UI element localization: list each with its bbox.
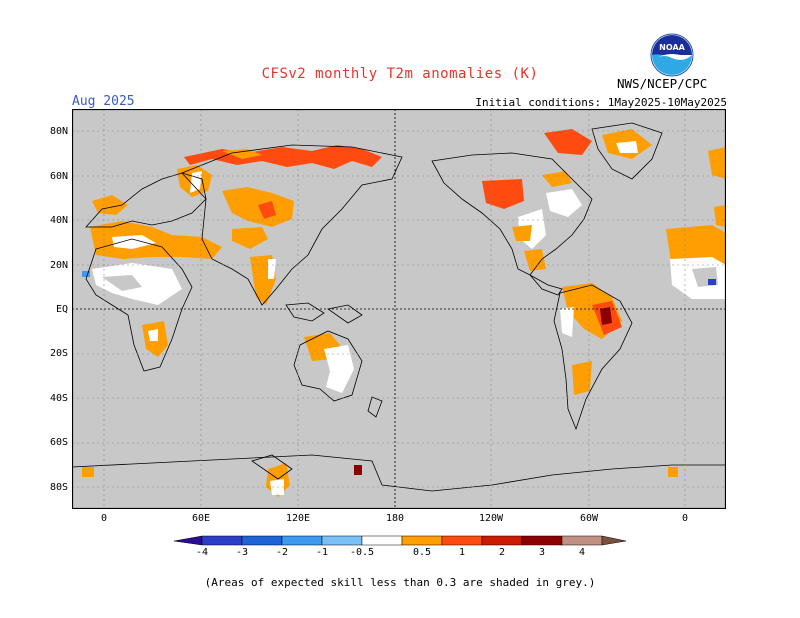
lat-label: 40N [49,215,68,226]
lon-label: 120E [285,513,311,524]
legend-swatch [281,535,323,546]
lat-label: 60S [49,437,68,448]
legend-label: -2 [275,547,289,558]
legend-swatch [441,535,483,546]
lat-label: 80N [49,126,68,137]
legend-swatch [241,535,283,546]
legend-swatch [521,535,563,546]
legend-swatch [173,535,203,546]
lat-label: EQ [55,304,68,315]
skill-note: (Areas of expected skill less than 0.3 a… [204,576,596,589]
legend-swatch [201,535,243,546]
lat-label: 40S [49,393,68,404]
logo-text: NOAA [659,43,685,52]
legend-label: 1 [458,547,466,558]
legend-swatch [321,535,363,546]
lon-label: 60E [191,513,211,524]
lon-label: 60W [579,513,599,524]
reference-lines [72,109,726,509]
lon-label: 0 [100,513,108,524]
legend-label: 4 [578,547,586,558]
color-legend [173,535,627,546]
legend-swatch [561,535,603,546]
legend-swatch [601,535,627,546]
legend-swatch [481,535,523,546]
anomaly-map [72,109,726,509]
map-background [72,109,726,509]
legend-label: 3 [538,547,546,558]
lat-label: 20N [49,260,68,271]
legend-label: 0.5 [412,547,432,558]
legend-label: 2 [498,547,506,558]
legend-label: -4 [195,547,209,558]
legend-swatch [361,535,403,546]
lat-label: 60N [49,171,68,182]
map-frame [72,109,726,509]
lon-label: 0 [681,513,689,524]
noaa-logo: NOAA [650,33,694,77]
legend-swatch [401,535,443,546]
legend-label: -1 [315,547,329,558]
initial-conditions: Initial conditions: 1May2025-10May2025 [475,96,727,109]
map-title: CFSv2 monthly T2m anomalies (K) [261,66,539,82]
agency-label: NWS/NCEP/CPC [617,76,708,91]
lon-label: 120W [478,513,504,524]
lat-label: 20S [49,348,68,359]
legend-swatches [173,535,627,546]
legend-label: -3 [235,547,249,558]
lat-label: 80S [49,482,68,493]
legend-label: -0.5 [349,547,375,558]
lon-label: 180 [385,513,405,524]
forecast-month: Aug 2025 [72,94,135,109]
coastlines [72,122,726,492]
